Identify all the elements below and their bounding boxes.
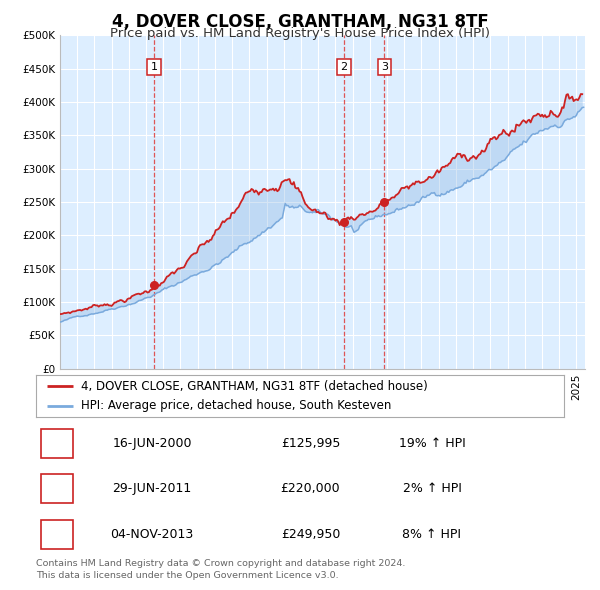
Text: 1: 1 — [151, 62, 157, 72]
Text: This data is licensed under the Open Government Licence v3.0.: This data is licensed under the Open Gov… — [36, 571, 338, 580]
Text: Price paid vs. HM Land Registry's House Price Index (HPI): Price paid vs. HM Land Registry's House … — [110, 27, 490, 40]
Text: 1: 1 — [53, 437, 61, 450]
Text: 2: 2 — [340, 62, 347, 72]
Text: 2% ↑ HPI: 2% ↑ HPI — [403, 482, 461, 495]
Text: 4, DOVER CLOSE, GRANTHAM, NG31 8TF: 4, DOVER CLOSE, GRANTHAM, NG31 8TF — [112, 13, 488, 31]
Text: 29-JUN-2011: 29-JUN-2011 — [113, 482, 192, 495]
Text: £220,000: £220,000 — [281, 482, 340, 495]
FancyBboxPatch shape — [41, 520, 73, 549]
FancyBboxPatch shape — [41, 429, 73, 457]
Text: 04-NOV-2013: 04-NOV-2013 — [110, 528, 194, 541]
Text: 3: 3 — [381, 62, 388, 72]
Text: HPI: Average price, detached house, South Kesteven: HPI: Average price, detached house, Sout… — [81, 399, 391, 412]
Text: Contains HM Land Registry data © Crown copyright and database right 2024.: Contains HM Land Registry data © Crown c… — [36, 559, 406, 568]
Text: £125,995: £125,995 — [281, 437, 340, 450]
Text: 8% ↑ HPI: 8% ↑ HPI — [403, 528, 461, 541]
FancyBboxPatch shape — [41, 474, 73, 503]
Text: 4, DOVER CLOSE, GRANTHAM, NG31 8TF (detached house): 4, DOVER CLOSE, GRANTHAM, NG31 8TF (deta… — [81, 379, 428, 392]
Text: 16-JUN-2000: 16-JUN-2000 — [112, 437, 192, 450]
Text: 19% ↑ HPI: 19% ↑ HPI — [398, 437, 466, 450]
Text: 2: 2 — [53, 482, 61, 495]
Text: 3: 3 — [53, 528, 61, 541]
Text: £249,950: £249,950 — [281, 528, 340, 541]
